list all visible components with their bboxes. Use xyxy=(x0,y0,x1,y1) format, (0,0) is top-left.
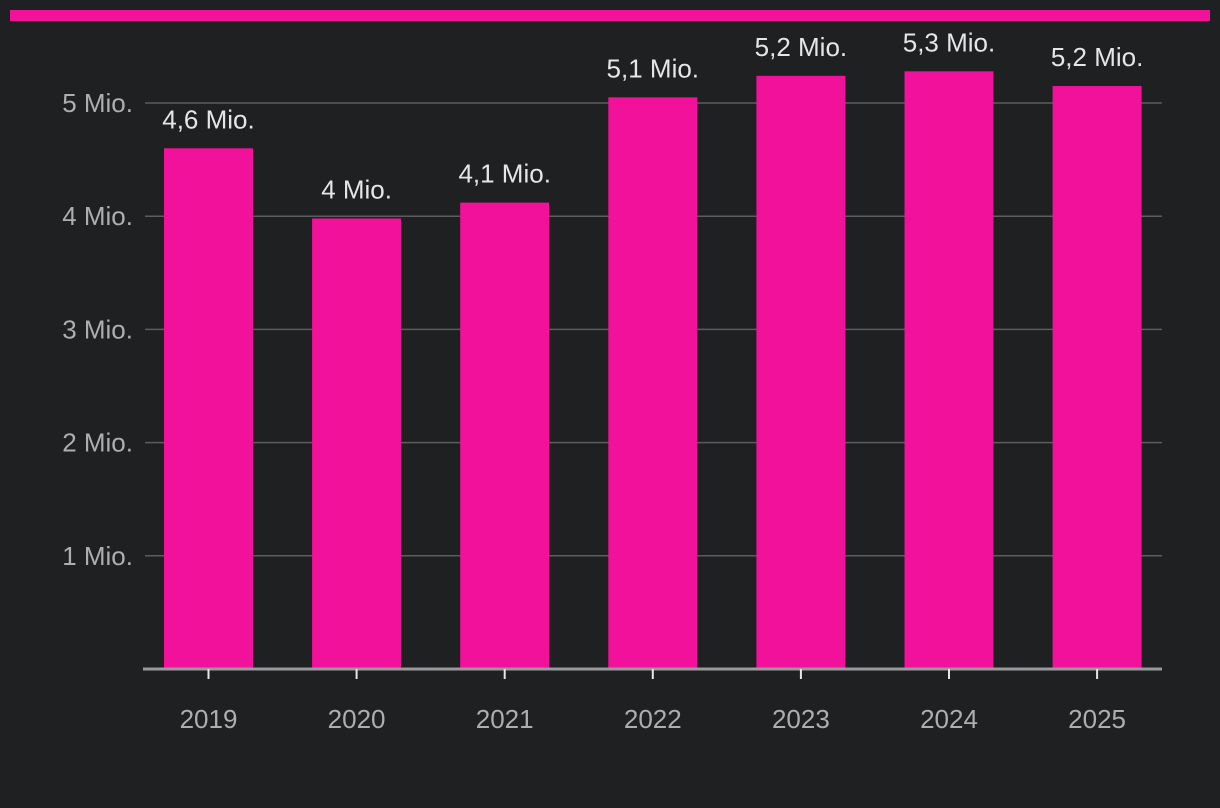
bar xyxy=(608,97,698,670)
x-tick-label: 2025 xyxy=(1068,704,1126,734)
bar xyxy=(756,75,846,669)
x-axis-ticks: 2019 2020 2021 2022 2023 2024 2025 xyxy=(143,667,1162,734)
bar-value-label: 4,6 Mio. xyxy=(162,104,255,134)
x-tick-label: 2021 xyxy=(476,704,534,734)
y-tick-label: 3 Mio. xyxy=(62,314,133,344)
bar-value-label: 5,1 Mio. xyxy=(607,53,700,83)
y-tick-label: 2 Mio. xyxy=(62,428,133,458)
x-tick-label: 2019 xyxy=(180,704,238,734)
bar xyxy=(164,148,253,669)
bar-value-label: 4,1 Mio. xyxy=(458,159,551,189)
y-tick-label: 5 Mio. xyxy=(62,88,133,118)
bar xyxy=(460,202,550,669)
accent-bar xyxy=(10,10,1210,21)
bar-value-label: 5,2 Mio. xyxy=(755,32,848,62)
x-tick-label: 2024 xyxy=(920,704,978,734)
bar-value-label: 5,2 Mio. xyxy=(1051,42,1144,72)
bar-value-labels: 4,6 Mio. 4 Mio. 4,1 Mio. 5,1 Mio. 5,2 Mio. 5,… xyxy=(162,27,1143,204)
bar xyxy=(904,71,994,669)
bar-value-label: 5,3 Mio. xyxy=(903,27,996,57)
y-tick-label: 4 Mio. xyxy=(62,201,133,231)
bar-value-label: 4 Mio. xyxy=(321,174,392,204)
x-tick-label: 2023 xyxy=(772,704,830,734)
y-axis-ticks: 1 Mio. 2 Mio. 3 Mio. 4 Mio. 5 Mio. xyxy=(62,88,133,571)
x-tick-label: 2020 xyxy=(328,704,386,734)
bars xyxy=(164,71,1142,670)
x-tick-label: 2022 xyxy=(624,704,682,734)
bar xyxy=(1052,86,1142,669)
y-tick-label: 1 Mio. xyxy=(62,541,133,571)
bar xyxy=(312,218,402,670)
